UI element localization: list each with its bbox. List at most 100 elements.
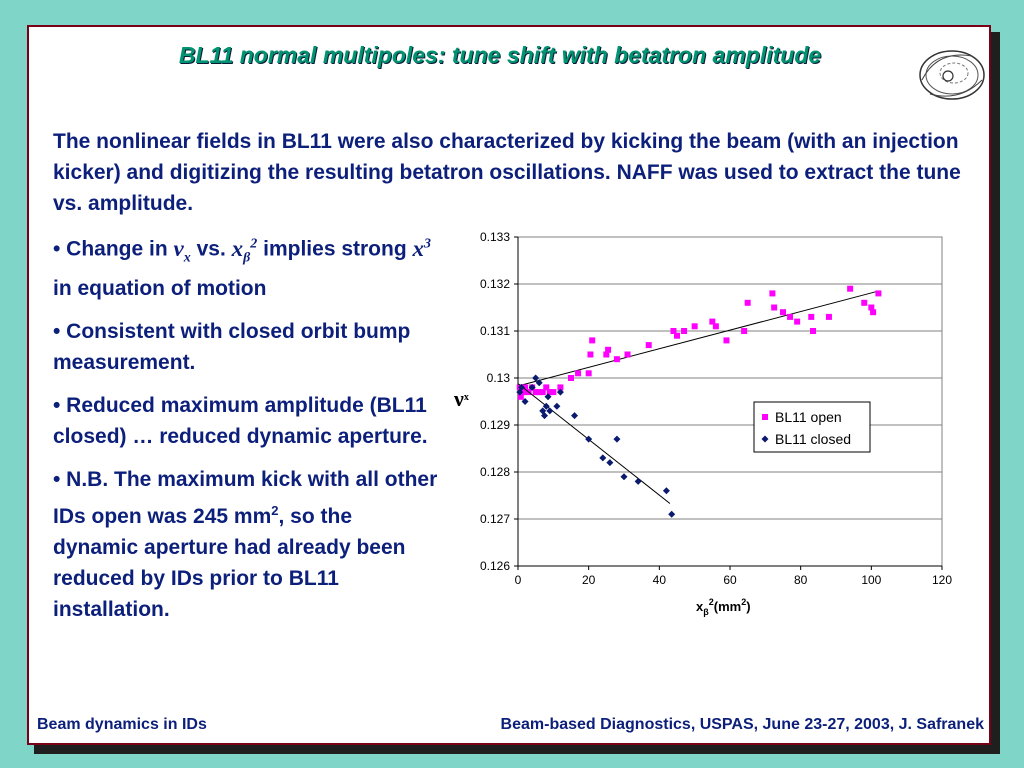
footer-course-topic: Beam dynamics in IDs [37, 716, 207, 733]
bl11-open-point [861, 299, 868, 306]
bl11-closed-point [532, 374, 540, 382]
bl11-open-point [546, 389, 553, 396]
y-tick-label: 0.126 [480, 559, 510, 573]
bl11-open-point [691, 323, 698, 330]
bl11-open-point [868, 304, 875, 311]
bl11-open-point [645, 342, 652, 349]
bl11-open-point [847, 285, 854, 292]
bl11-open-point [532, 389, 539, 396]
bl11-open-point [585, 370, 592, 377]
bl11-closed-point [541, 412, 548, 420]
chart-axes: 0.126 0.127 0.128 0.129 0.13 0.131 0.132 0.133 0… [480, 230, 952, 587]
bl11-closed-point [613, 435, 621, 443]
y-tick-label: 0.131 [480, 324, 510, 338]
bl11-closed-point [542, 402, 550, 410]
bl11-open-point [575, 370, 582, 377]
chart-legend: BL11 open BL11 closed [753, 401, 871, 453]
bl11-open-point [520, 389, 527, 396]
bl11-closed-point [546, 407, 554, 415]
bl11-open-point [825, 313, 832, 320]
x-tick-label: 120 [932, 573, 952, 587]
footer-credits: Beam-based Diagnostics, USPAS, June 23-2… [500, 716, 984, 733]
bl11-open-point [712, 323, 719, 330]
bl11-open-point [808, 313, 815, 320]
bullet-tune-change: • Change in νx vs. xβ2 implies strong x3… [53, 235, 432, 301]
bl11-closed-point [535, 379, 543, 387]
x-tick-label: 100 [861, 573, 881, 587]
bl11-closed-point [662, 487, 670, 495]
chart-gridlines [518, 236, 942, 567]
bl11-open-point [787, 313, 794, 320]
bl11-open-point [587, 351, 594, 358]
legend-marker-bl11-closed [761, 435, 769, 443]
chart-series [516, 285, 882, 518]
bl11-open-point [780, 309, 786, 316]
bullet-closed-orbit: • Consistent with closed orbit bump meas… [53, 320, 411, 375]
bl11-closed-point [528, 383, 536, 391]
bl11-closed-point [553, 402, 561, 410]
bl11-open-point [603, 351, 610, 358]
bl11-open-point [674, 332, 680, 339]
tune-vs-amplitude-chart: 0.126 0.127 0.128 0.129 0.13 0.131 0.132 0.133 0… [453, 230, 952, 617]
bl11-open-point [539, 389, 546, 396]
bl11-closed-point [620, 473, 628, 481]
bl11-open-point [605, 346, 612, 353]
bl11-closed-point [668, 510, 676, 518]
bl11-closed-point [518, 383, 526, 391]
legend-label-bl11-closed: BL11 closed [775, 431, 851, 447]
bl11-closed-point [599, 454, 607, 462]
bl11-closed-point [634, 477, 642, 485]
bl11-open-point [875, 290, 882, 297]
bl11-closed-point [544, 393, 552, 401]
bl11-open-point [543, 384, 550, 391]
bl11-open-point [589, 337, 596, 344]
y-tick-label: 0.132 [480, 277, 510, 291]
y-tick-label: 0.129 [480, 418, 510, 432]
bl11-open-point [681, 328, 688, 334]
bl11-open-point [744, 299, 751, 306]
plot-area [517, 236, 943, 567]
bl11-open-point [557, 384, 564, 391]
bl11-closed-point [585, 435, 593, 443]
bl11-open-fit-line [517, 290, 879, 387]
x-tick-label: 40 [653, 573, 667, 587]
x-tick-label: 60 [723, 573, 737, 587]
ring-logo-icon [919, 50, 985, 100]
bl11-closed-point [556, 388, 564, 396]
bl11-open-point [794, 318, 801, 325]
y-tick-label: 0.128 [480, 465, 510, 479]
bl11-open-point [771, 304, 778, 311]
bl11-open-point [568, 375, 574, 381]
bl11-open-point [709, 318, 716, 325]
slide-title: BL11 normal multipoles: tune shift with … [178, 42, 822, 68]
x-tick-label: 80 [794, 573, 808, 587]
bullet-nb-max-kick: • N.B. The maximum kick with all other I… [53, 468, 438, 622]
bl11-closed-point [571, 412, 579, 420]
bl11-open-point [624, 351, 631, 358]
intro-paragraph: The nonlinear fields in BL11 were also c… [53, 130, 961, 215]
nu-x-symbol: νx [173, 235, 191, 266]
y-axis-label: νx [453, 386, 469, 411]
bl11-open-point [550, 389, 557, 396]
bl11-open-point [522, 384, 529, 391]
legend-box [753, 401, 871, 453]
slide-frame [27, 25, 991, 745]
bl11-closed-point [521, 398, 529, 405]
bl11-open-point [769, 290, 776, 297]
x-tick-label: 0 [515, 573, 522, 587]
bl11-open-point [670, 328, 677, 334]
bullet-reduced-amplitude: • Reduced maximum amplitude (BL11 closed… [53, 394, 428, 449]
y-tick-label: 0.127 [480, 512, 510, 526]
bl11-open-point [723, 337, 730, 344]
bl11-closed-point [606, 459, 614, 467]
y-tick-label: 0.13 [487, 371, 511, 385]
bl11-open-point [810, 328, 817, 334]
legend-marker-bl11-open [762, 414, 768, 420]
bl11-open-point [517, 393, 524, 400]
bl11-open-point [536, 389, 543, 396]
x-cubed-symbol: x3 [412, 235, 432, 261]
x-tick-label: 20 [582, 573, 596, 587]
y-tick-label: 0.133 [480, 230, 510, 244]
bl11-open-point [741, 328, 748, 334]
x-axis-label: xβ2(mm2) [696, 597, 751, 617]
